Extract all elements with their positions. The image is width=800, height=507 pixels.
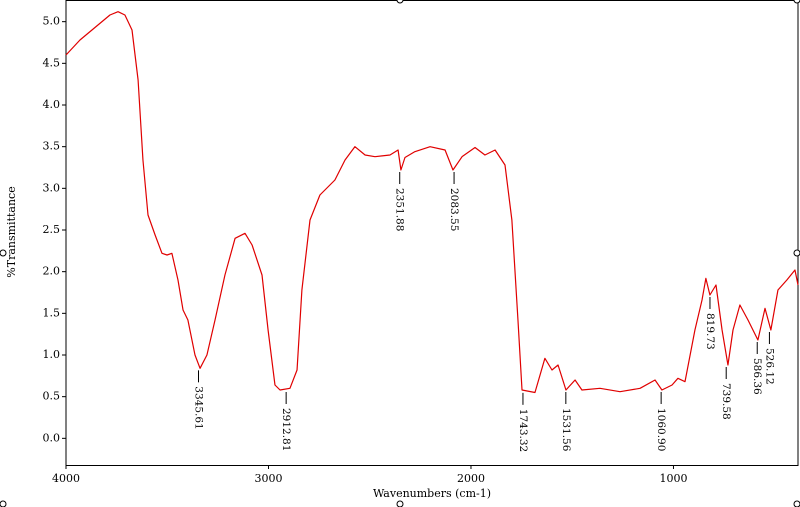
y-tick-label: 1.0 <box>43 348 61 361</box>
x-axis-label: Wavenumbers (cm-1) <box>373 487 491 500</box>
spectrum-line <box>65 11 799 394</box>
y-tick-label: 3.0 <box>43 181 61 194</box>
peak-label: 1060.90 <box>655 408 667 451</box>
peak-label: 586.36 <box>751 358 763 395</box>
peak-label: 1743.32 <box>517 409 529 452</box>
y-tick-label: 2.0 <box>43 265 61 278</box>
y-tick-label: 5.0 <box>43 15 61 28</box>
y-tick-label: 0.0 <box>43 431 61 444</box>
peak-label: 819.73 <box>704 313 716 350</box>
handle <box>0 249 7 257</box>
x-tick-label: 2000 <box>457 472 485 485</box>
x-tick-label: 3000 <box>254 472 282 485</box>
y-tick-label: 4.5 <box>43 56 61 69</box>
x-tick-label: 4000 <box>52 472 80 485</box>
x-tick-label: 1000 <box>659 472 687 485</box>
peak-label: 526.12 <box>763 348 775 385</box>
handle <box>793 249 800 257</box>
handle <box>793 0 800 4</box>
peak-label: 2351.88 <box>394 188 406 231</box>
handle <box>793 500 800 507</box>
plot-frame <box>65 0 799 466</box>
y-axis-label: %Transmittance <box>5 186 18 277</box>
y-tick-label: 1.5 <box>43 306 61 319</box>
handle <box>396 0 404 4</box>
handle <box>396 500 404 507</box>
peak-label: 2912.81 <box>280 408 292 451</box>
y-tick-label: 3.5 <box>43 140 61 153</box>
y-tick-label: 4.0 <box>43 98 61 111</box>
peak-label: 2083.55 <box>448 188 460 231</box>
peak-label: 3345.61 <box>193 386 205 429</box>
handle <box>0 500 7 507</box>
y-tick-label: 0.5 <box>43 390 61 403</box>
peak-label: 739.58 <box>720 383 732 420</box>
peak-label: 1531.56 <box>560 408 572 452</box>
y-tick-label: 2.5 <box>43 223 61 236</box>
